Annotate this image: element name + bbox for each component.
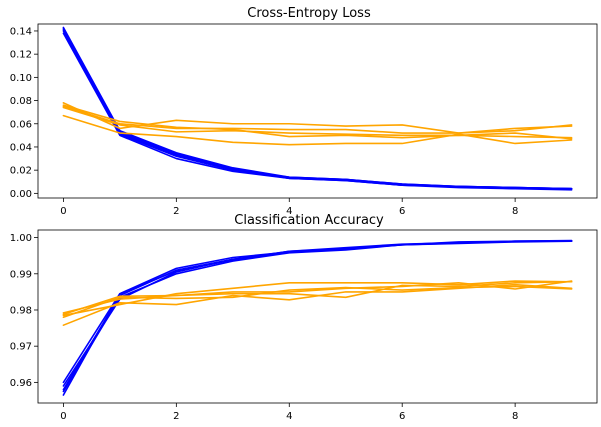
loss-x-tick-label: 0	[60, 206, 66, 217]
accuracy-chart-title: Classification Accuracy	[234, 213, 384, 228]
accuracy-series-line-2	[62, 240, 573, 391]
loss-y-tick-label: 0.12	[10, 50, 32, 61]
accuracy-x-tick-label: 2	[173, 411, 179, 422]
loss-y-tick-label: 0.02	[10, 166, 32, 177]
loss-series-line-10	[62, 104, 573, 139]
accuracy-series-line-1	[62, 240, 573, 396]
loss-x-tick-label: 4	[286, 206, 292, 217]
loss-series-line-4	[62, 32, 573, 191]
loss-chart-title: Cross-Entropy Loss	[247, 6, 371, 21]
accuracy-y-tick-label: 0.96	[10, 378, 32, 389]
loss-y-tick-label: 0.10	[10, 73, 32, 84]
loss-y-tick-label: 0.04	[10, 142, 32, 153]
loss-y-tick-label: 0.14	[10, 26, 32, 37]
accuracy-series-line-10	[62, 280, 573, 316]
accuracy-x-tick-label: 0	[60, 411, 66, 422]
loss-x-ticks: 0 2 4 6 8	[60, 198, 518, 217]
accuracy-series-line-9	[62, 285, 573, 319]
loss-y-ticks: 0.00 0.02 0.04 0.06 0.08 0.10 0.12 0.14	[10, 26, 38, 200]
accuracy-x-tick-label: 6	[399, 411, 405, 422]
accuracy-y-tick-label: 0.97	[10, 342, 32, 353]
loss-series-line-6	[62, 102, 573, 134]
accuracy-y-tick-label: 1.00	[10, 233, 32, 244]
loss-x-tick-label: 8	[512, 206, 518, 217]
accuracy-series-line-4	[62, 240, 573, 393]
loss-series-line-8	[62, 105, 573, 134]
accuracy-x-ticks: 0 2 4 6 8	[60, 403, 518, 422]
loss-series-line-2	[62, 28, 573, 190]
loss-axes-frame	[37, 23, 598, 199]
loss-y-tick-label: 0.08	[10, 96, 32, 107]
loss-series-line-1	[62, 26, 573, 190]
loss-series-line-3	[62, 30, 573, 190]
accuracy-series-line-3	[62, 239, 573, 387]
loss-plot-lines	[62, 26, 573, 191]
accuracy-x-tick-label: 8	[512, 411, 518, 422]
accuracy-y-tick-label: 0.99	[10, 269, 32, 280]
loss-series-line-7	[62, 114, 573, 146]
loss-x-tick-label: 2	[173, 206, 179, 217]
accuracy-x-tick-label: 4	[286, 411, 292, 422]
accuracy-series-line-5	[62, 240, 573, 384]
loss-y-tick-label: 0.00	[10, 189, 32, 200]
accuracy-y-ticks: 0.96 0.97 0.98 0.99 1.00	[10, 233, 38, 389]
accuracy-axes-frame	[37, 229, 598, 404]
loss-series-line-9	[62, 106, 573, 140]
loss-x-tick-label: 6	[399, 206, 405, 217]
accuracy-y-tick-label: 0.98	[10, 305, 32, 316]
accuracy-series-line-6	[62, 280, 573, 317]
loss-y-tick-label: 0.06	[10, 119, 32, 130]
accuracy-plot-lines	[62, 239, 573, 396]
loss-series-line-5	[62, 27, 573, 190]
